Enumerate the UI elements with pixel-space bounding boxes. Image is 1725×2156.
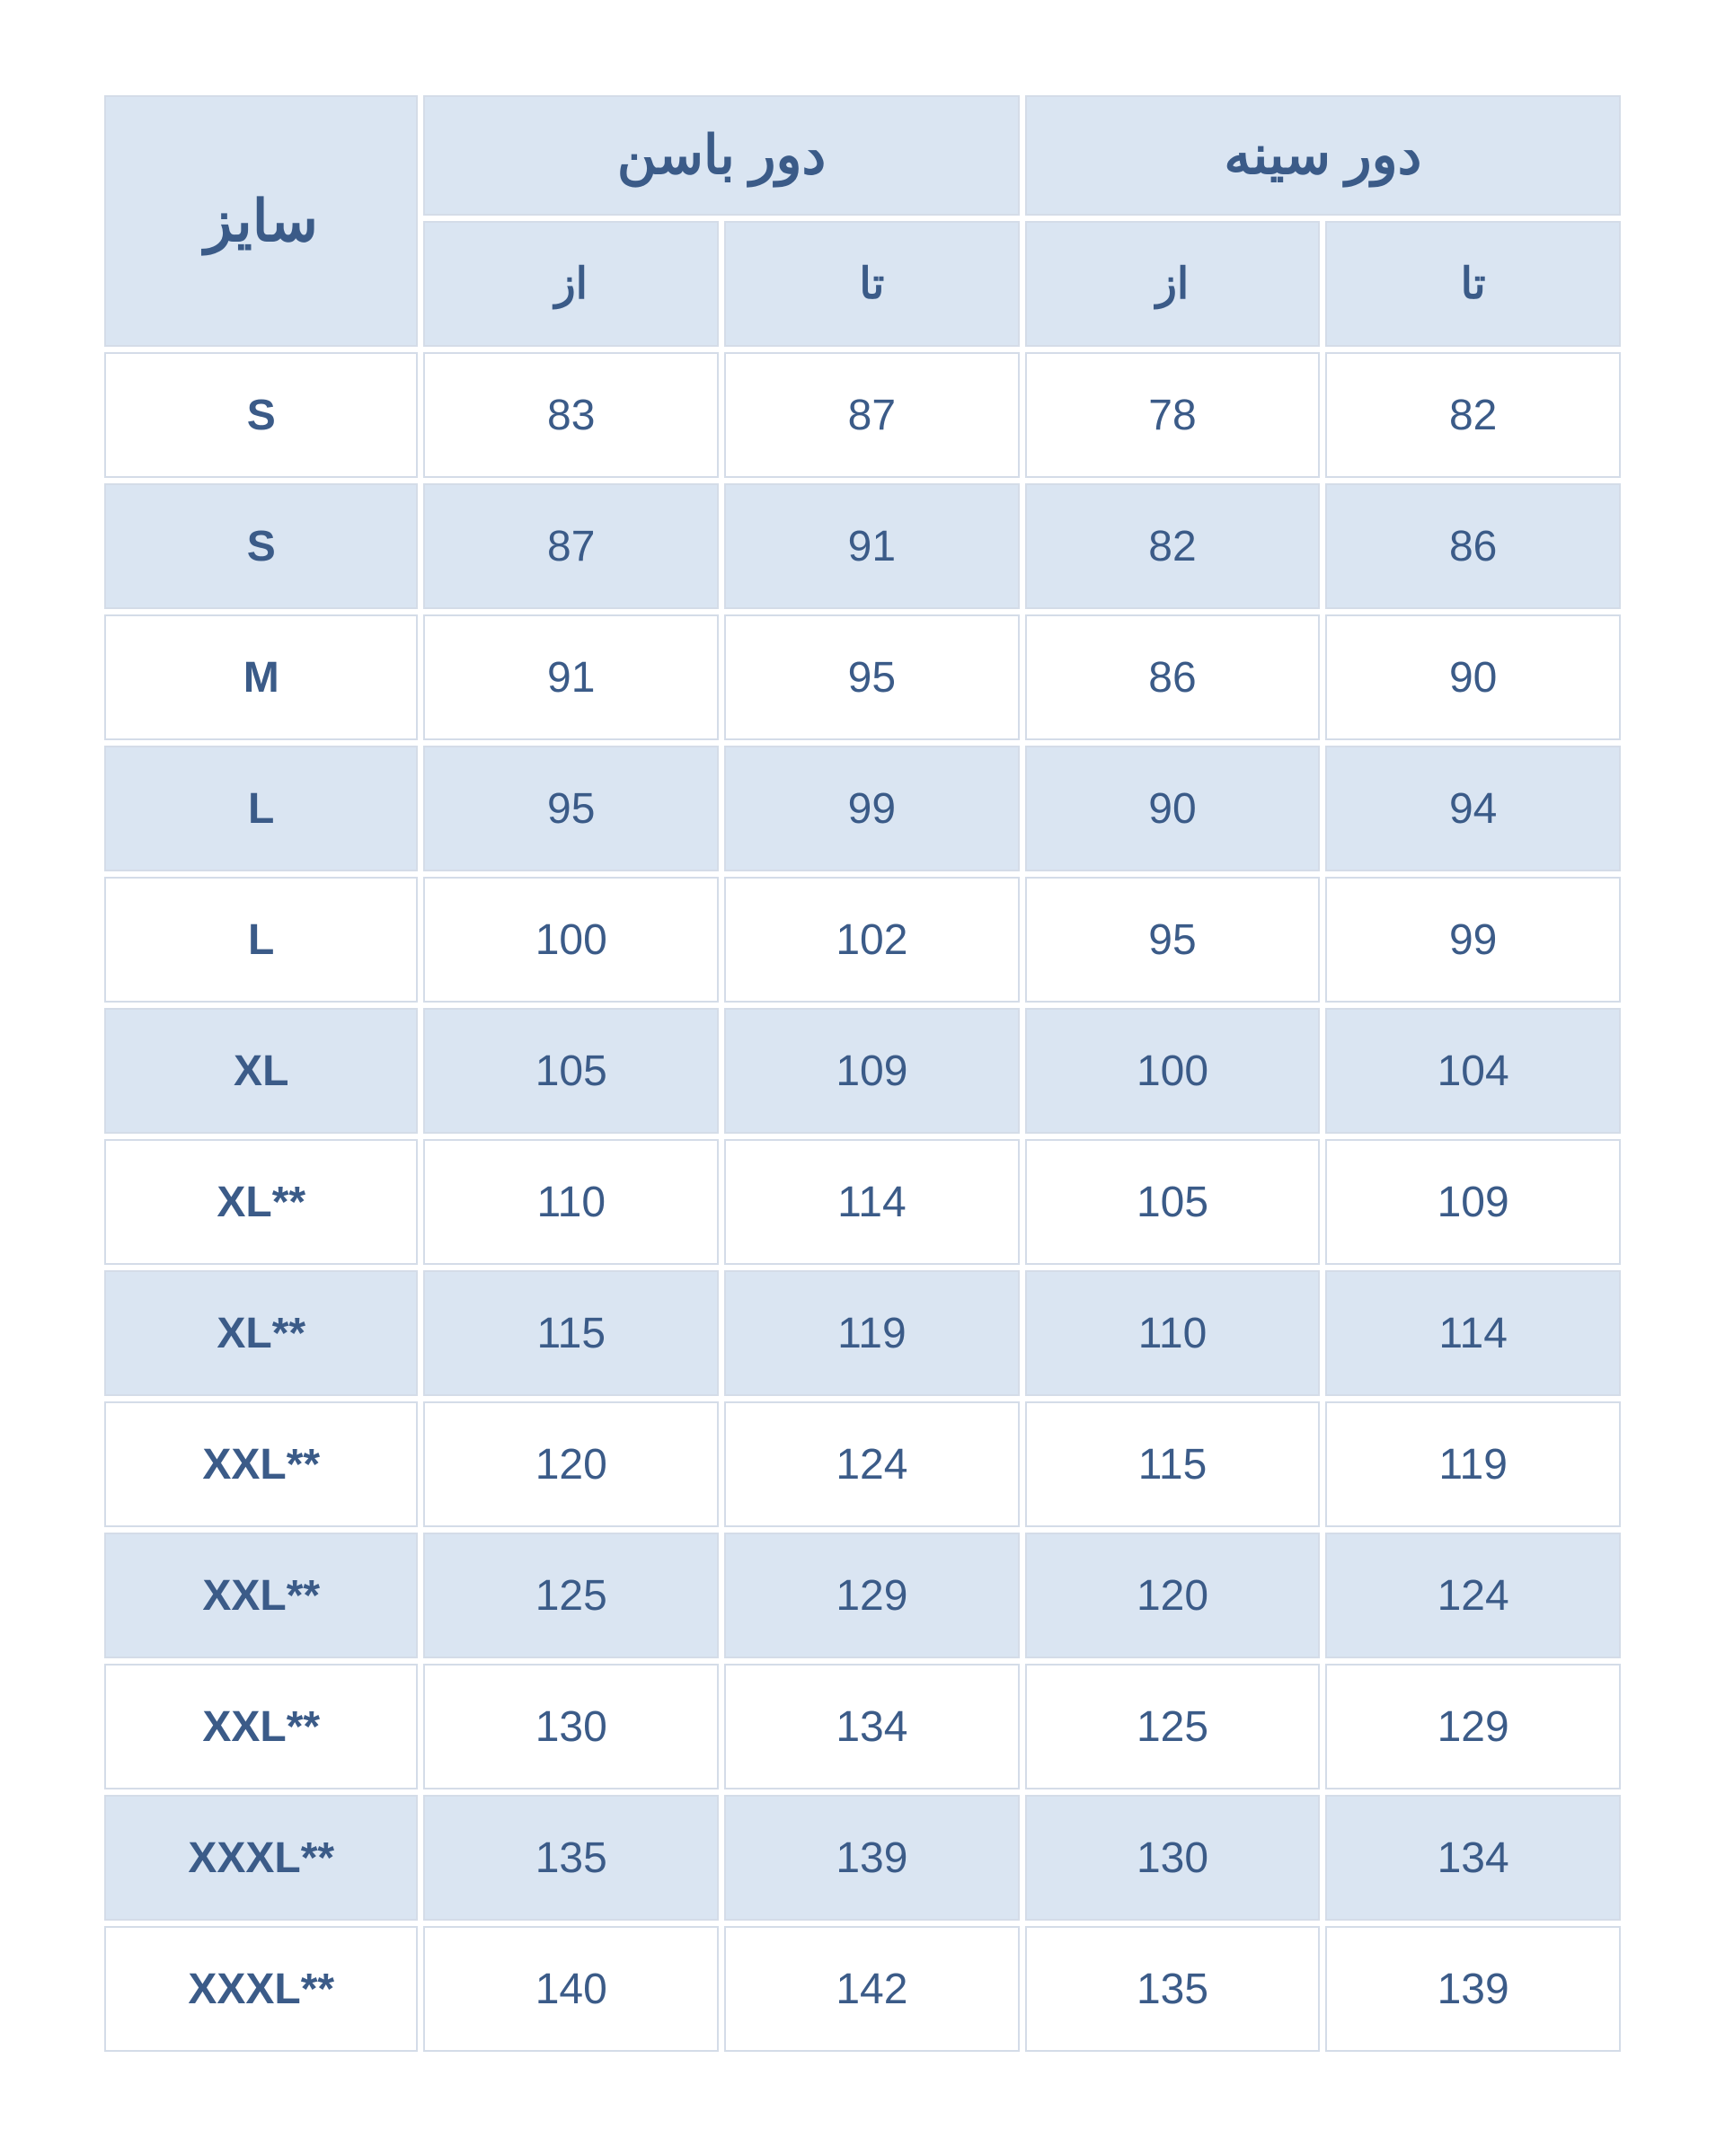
cell-chest-from: 100	[1025, 1008, 1321, 1134]
cell-chest-to: 104	[1325, 1008, 1621, 1134]
table-row: XXXL** 135 139 130 134	[104, 1795, 1621, 1921]
cell-chest-from: 115	[1025, 1401, 1321, 1527]
cell-size: XL	[104, 1008, 418, 1134]
cell-size: S	[104, 483, 418, 609]
cell-chest-to: 124	[1325, 1533, 1621, 1658]
table-row: XXL** 130 134 125 129	[104, 1664, 1621, 1789]
cell-hip-to: 129	[724, 1533, 1020, 1658]
table-row: L 95 99 90 94	[104, 746, 1621, 871]
cell-hip-from: 87	[423, 483, 719, 609]
cell-chest-from: 125	[1025, 1664, 1321, 1789]
table-row: XL** 115 119 110 114	[104, 1270, 1621, 1396]
table-row: L 100 102 95 99	[104, 877, 1621, 1003]
table-body: S 83 87 78 82 S 87 91 82 86 M 91 95 86 9…	[104, 352, 1621, 2052]
cell-chest-from: 82	[1025, 483, 1321, 609]
cell-chest-from: 110	[1025, 1270, 1321, 1396]
cell-hip-from: 125	[423, 1533, 719, 1658]
cell-size: XXL**	[104, 1401, 418, 1527]
cell-size: L	[104, 877, 418, 1003]
cell-size: XXXL**	[104, 1795, 418, 1921]
cell-hip-from: 95	[423, 746, 719, 871]
header-row-main: سایز دور باسن دور سینه	[104, 95, 1621, 216]
cell-hip-from: 135	[423, 1795, 719, 1921]
table-row: XXL** 120 124 115 119	[104, 1401, 1621, 1527]
cell-hip-to: 119	[724, 1270, 1020, 1396]
cell-chest-from: 95	[1025, 877, 1321, 1003]
table-row: XXL** 125 129 120 124	[104, 1533, 1621, 1658]
cell-hip-to: 134	[724, 1664, 1020, 1789]
cell-hip-from: 100	[423, 877, 719, 1003]
header-hip-from: از	[423, 221, 719, 347]
table-row: S 87 91 82 86	[104, 483, 1621, 609]
header-hip-to: تا	[724, 221, 1020, 347]
cell-hip-from: 83	[423, 352, 719, 478]
cell-hip-to: 95	[724, 614, 1020, 740]
header-hip: دور باسن	[423, 95, 1019, 216]
cell-size: XL**	[104, 1270, 418, 1396]
cell-chest-to: 109	[1325, 1139, 1621, 1265]
cell-chest-to: 94	[1325, 746, 1621, 871]
table-header: سایز دور باسن دور سینه از تا از تا	[104, 95, 1621, 347]
cell-size: L	[104, 746, 418, 871]
cell-chest-to: 82	[1325, 352, 1621, 478]
cell-hip-from: 91	[423, 614, 719, 740]
cell-chest-from: 105	[1025, 1139, 1321, 1265]
cell-size: M	[104, 614, 418, 740]
table-row: XL** 110 114 105 109	[104, 1139, 1621, 1265]
cell-hip-to: 102	[724, 877, 1020, 1003]
cell-hip-to: 87	[724, 352, 1020, 478]
cell-chest-to: 99	[1325, 877, 1621, 1003]
cell-chest-to: 139	[1325, 1926, 1621, 2052]
cell-hip-from: 110	[423, 1139, 719, 1265]
cell-chest-to: 90	[1325, 614, 1621, 740]
cell-hip-to: 124	[724, 1401, 1020, 1527]
cell-chest-from: 135	[1025, 1926, 1321, 2052]
cell-chest-to: 134	[1325, 1795, 1621, 1921]
cell-hip-to: 91	[724, 483, 1020, 609]
header-chest-from: از	[1025, 221, 1321, 347]
header-chest: دور سینه	[1025, 95, 1621, 216]
cell-chest-to: 114	[1325, 1270, 1621, 1396]
table-row: XL 105 109 100 104	[104, 1008, 1621, 1134]
size-table: سایز دور باسن دور سینه از تا از تا S 83 …	[99, 90, 1626, 2057]
cell-chest-from: 78	[1025, 352, 1321, 478]
cell-hip-from: 140	[423, 1926, 719, 2052]
cell-size: S	[104, 352, 418, 478]
cell-hip-from: 115	[423, 1270, 719, 1396]
cell-chest-to: 129	[1325, 1664, 1621, 1789]
table-row: XXXL** 140 142 135 139	[104, 1926, 1621, 2052]
cell-hip-from: 130	[423, 1664, 719, 1789]
cell-size: XXL**	[104, 1533, 418, 1658]
table-row: S 83 87 78 82	[104, 352, 1621, 478]
header-chest-to: تا	[1325, 221, 1621, 347]
cell-hip-from: 120	[423, 1401, 719, 1527]
cell-chest-from: 120	[1025, 1533, 1321, 1658]
cell-hip-to: 139	[724, 1795, 1020, 1921]
cell-chest-from: 90	[1025, 746, 1321, 871]
cell-hip-to: 142	[724, 1926, 1020, 2052]
cell-size: XXXL**	[104, 1926, 418, 2052]
cell-chest-to: 119	[1325, 1401, 1621, 1527]
cell-hip-to: 109	[724, 1008, 1020, 1134]
cell-chest-to: 86	[1325, 483, 1621, 609]
cell-size: XL**	[104, 1139, 418, 1265]
cell-chest-from: 130	[1025, 1795, 1321, 1921]
header-size: سایز	[104, 95, 418, 347]
cell-size: XXL**	[104, 1664, 418, 1789]
table-row: M 91 95 86 90	[104, 614, 1621, 740]
cell-hip-from: 105	[423, 1008, 719, 1134]
cell-hip-to: 99	[724, 746, 1020, 871]
cell-chest-from: 86	[1025, 614, 1321, 740]
cell-hip-to: 114	[724, 1139, 1020, 1265]
